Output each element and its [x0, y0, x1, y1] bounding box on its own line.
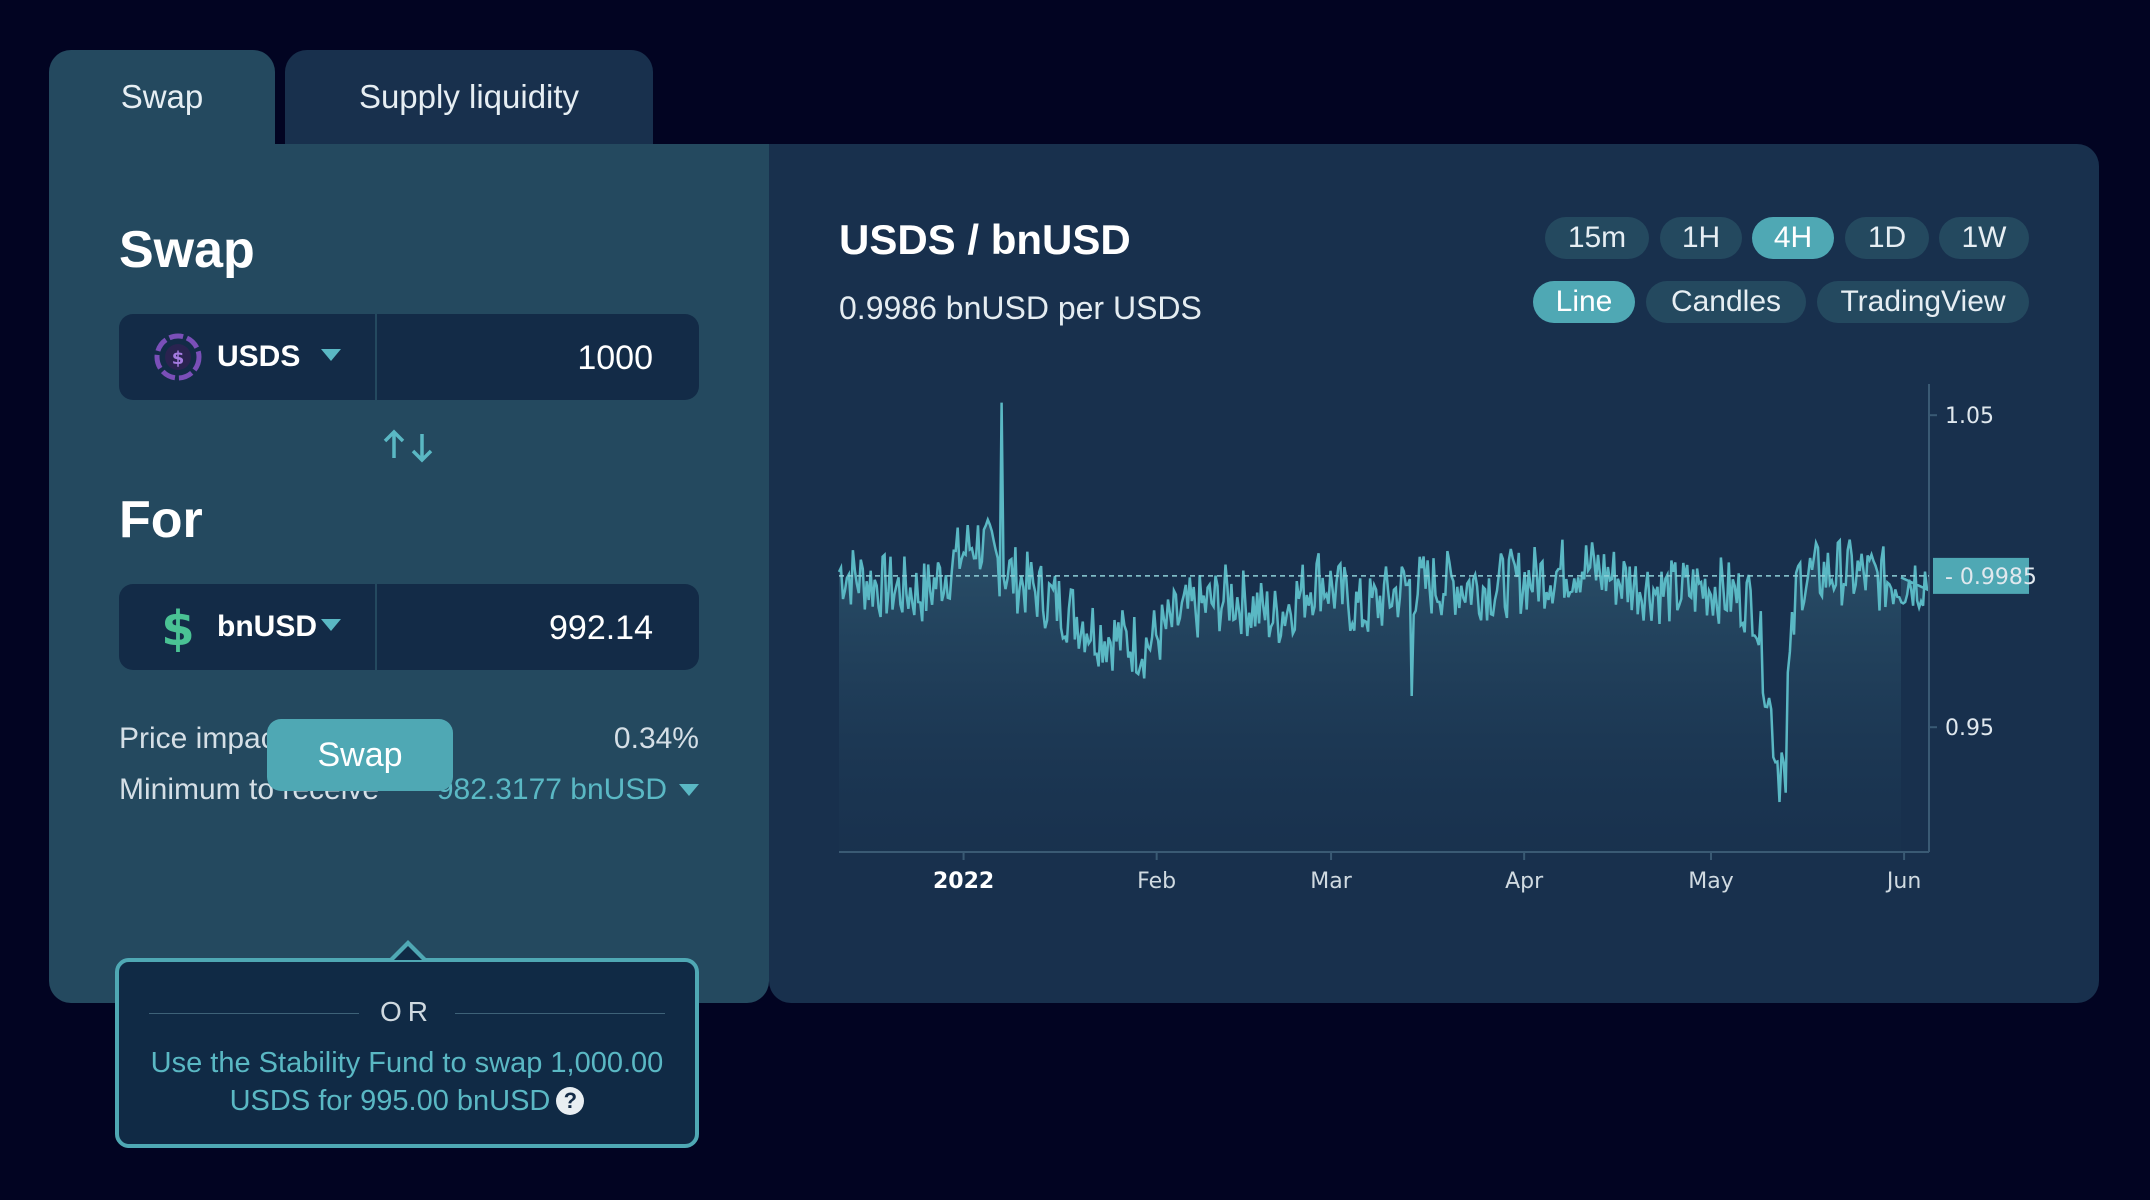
chart-type-tradingview[interactable]: TradingView	[1817, 281, 2029, 323]
price-impact-label: Price impact	[119, 722, 285, 755]
stability-fund-text: Use the Stability Fund to swap 1,000.00 …	[150, 1047, 664, 1117]
chart-type-candles[interactable]: Candles	[1646, 281, 1806, 323]
x-tick-label: Jun	[1885, 869, 1921, 894]
swap-button[interactable]: Swap	[267, 719, 453, 791]
svg-text:$: $	[161, 602, 194, 652]
current-value-label: - 0.9985	[1945, 565, 2037, 590]
or-label: OR	[380, 996, 434, 1027]
token-divider	[375, 584, 377, 670]
chevron-down-icon	[321, 619, 341, 631]
tab-supply-liquidity[interactable]: Supply liquidity	[285, 50, 653, 144]
x-tick-label: Apr	[1505, 869, 1544, 894]
chevron-down-icon	[321, 349, 341, 361]
from-amount-input[interactable]	[391, 314, 655, 402]
help-icon[interactable]: ?	[556, 1087, 585, 1115]
svg-text:$: $	[172, 348, 185, 369]
x-tick-label: 2022	[933, 869, 994, 894]
divider-line	[455, 1013, 665, 1014]
x-tick-label: Feb	[1137, 869, 1176, 894]
from-token-row: $ USDS	[119, 314, 699, 402]
to-token-select[interactable]: $ bnUSD	[119, 584, 375, 670]
price-impact-value: 0.34%	[613, 722, 699, 755]
to-amount-input[interactable]	[391, 584, 655, 672]
tab-swap[interactable]: Swap	[49, 50, 275, 144]
interval-1h[interactable]: 1H	[1660, 217, 1742, 259]
price-area	[839, 402, 1927, 852]
chevron-down-icon	[679, 784, 699, 796]
interval-15m[interactable]: 15m	[1545, 217, 1649, 259]
callout-arrow-inner	[394, 946, 422, 960]
interval-4h[interactable]: 4H	[1752, 217, 1834, 259]
from-token-select[interactable]: $ USDS	[119, 314, 375, 400]
y-tick-label: 0.95	[1945, 716, 1994, 741]
price-chart[interactable]: - 0.9985 1.05 0.95 2022 Feb Mar Apr May Jun	[769, 144, 2099, 1003]
pair-title: USDS / bnUSD	[839, 216, 1131, 263]
x-tick-label: Mar	[1310, 869, 1352, 894]
swap-panel: Swap $ USDS For $ bnUSD Price impac	[49, 144, 769, 1003]
swap-heading: Swap	[119, 221, 255, 279]
y-tick-label: 1.05	[1945, 404, 1994, 429]
stability-fund-callout: OR Use the Stability Fund to swap 1,000.…	[115, 958, 699, 1148]
usds-coin-icon: $	[154, 333, 202, 381]
minimum-receive-value: 982.3177 bnUSD	[436, 773, 667, 806]
interval-1w[interactable]: 1W	[1939, 217, 2029, 259]
minimum-receive-dropdown[interactable]: 982.3177 bnUSD	[437, 773, 699, 807]
pair-rate: 0.9986 bnUSD per USDS	[839, 290, 1202, 326]
stability-fund-link[interactable]: Use the Stability Fund to swap 1,000.00 …	[139, 1044, 675, 1120]
for-heading: For	[119, 491, 203, 549]
from-token-name: USDS	[217, 340, 301, 373]
chart-type-line[interactable]: Line	[1533, 281, 1635, 323]
interval-1d[interactable]: 1D	[1845, 217, 1929, 259]
x-tick-label: May	[1688, 869, 1733, 894]
dollar-sign-icon: $	[161, 602, 194, 652]
current-value-tag	[1933, 557, 2029, 594]
to-token-row: $ bnUSD	[119, 584, 699, 672]
divider-line	[149, 1013, 359, 1014]
to-token-name: bnUSD	[217, 610, 317, 643]
chart-panel: USDS / bnUSD 0.9986 bnUSD per USDS 15m 1…	[769, 144, 2099, 1003]
token-divider	[375, 314, 377, 400]
swap-arrows-icon[interactable]	[380, 426, 436, 466]
price-line	[837, 402, 1929, 803]
